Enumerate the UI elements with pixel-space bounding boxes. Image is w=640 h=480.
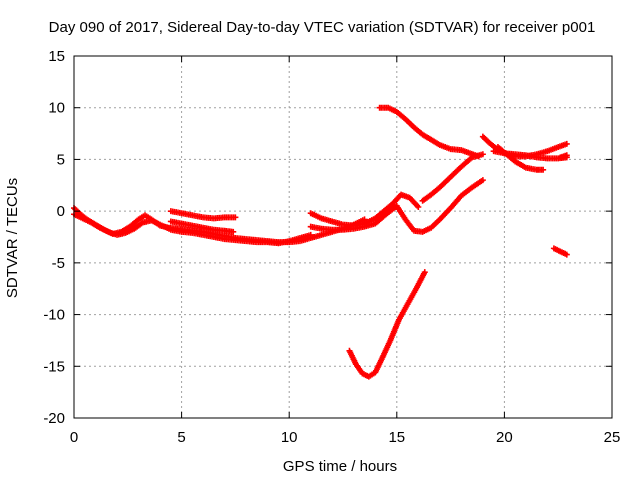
plot-frame bbox=[73, 55, 613, 419]
series-arc-13 bbox=[550, 245, 570, 258]
data-point-marker bbox=[563, 152, 570, 159]
grid-lines bbox=[74, 56, 612, 418]
x-tick-label: 5 bbox=[177, 429, 185, 446]
data-point-marker bbox=[479, 151, 486, 158]
series-arc-6 bbox=[307, 177, 486, 235]
x-tick-label: 10 bbox=[281, 429, 298, 446]
x-tick-label: 0 bbox=[70, 429, 78, 446]
x-axis-label: GPS time / hours bbox=[283, 458, 397, 475]
series-arc-3 bbox=[167, 208, 239, 222]
data-point-marker bbox=[307, 231, 314, 238]
x-tick-label: 25 bbox=[604, 429, 621, 446]
x-tick-label: 20 bbox=[496, 429, 513, 446]
data-point-marker bbox=[563, 140, 570, 147]
y-tick-label: -20 bbox=[43, 410, 65, 427]
y-tick-label: -15 bbox=[43, 358, 65, 375]
data-points bbox=[71, 104, 570, 380]
series-arc-12 bbox=[494, 144, 547, 173]
y-tick-label: -10 bbox=[43, 307, 65, 324]
y-tick-label: 10 bbox=[48, 100, 65, 117]
series-arc-9 bbox=[419, 151, 486, 204]
y-tick-label: -5 bbox=[52, 255, 65, 272]
data-point-marker bbox=[421, 269, 428, 276]
series-arc-8 bbox=[346, 269, 428, 380]
y-axis-label: SDTVAR / TECUs bbox=[4, 178, 21, 298]
data-point-marker bbox=[415, 204, 422, 211]
data-point-marker bbox=[232, 214, 239, 221]
axis-ticks: 0 5 10 15 20 25 -20 -15 -10 -5 0 5 10 15 bbox=[43, 48, 620, 446]
data-point-marker bbox=[563, 251, 570, 258]
x-tick-label: 15 bbox=[388, 429, 405, 446]
y-tick-label: 5 bbox=[57, 151, 65, 168]
y-tick-label: 15 bbox=[48, 48, 65, 65]
data-point-marker bbox=[230, 228, 237, 235]
y-tick-label: 0 bbox=[57, 203, 65, 220]
chart-title: Day 090 of 2017, Sidereal Day-to-day VTE… bbox=[49, 19, 596, 36]
series-arc-7 bbox=[376, 104, 482, 160]
series-arc-5 bbox=[307, 191, 422, 229]
data-point-marker bbox=[479, 177, 486, 184]
series-arc-14 bbox=[557, 152, 570, 161]
series-arc-4 bbox=[167, 218, 237, 235]
data-point-marker bbox=[540, 166, 547, 173]
